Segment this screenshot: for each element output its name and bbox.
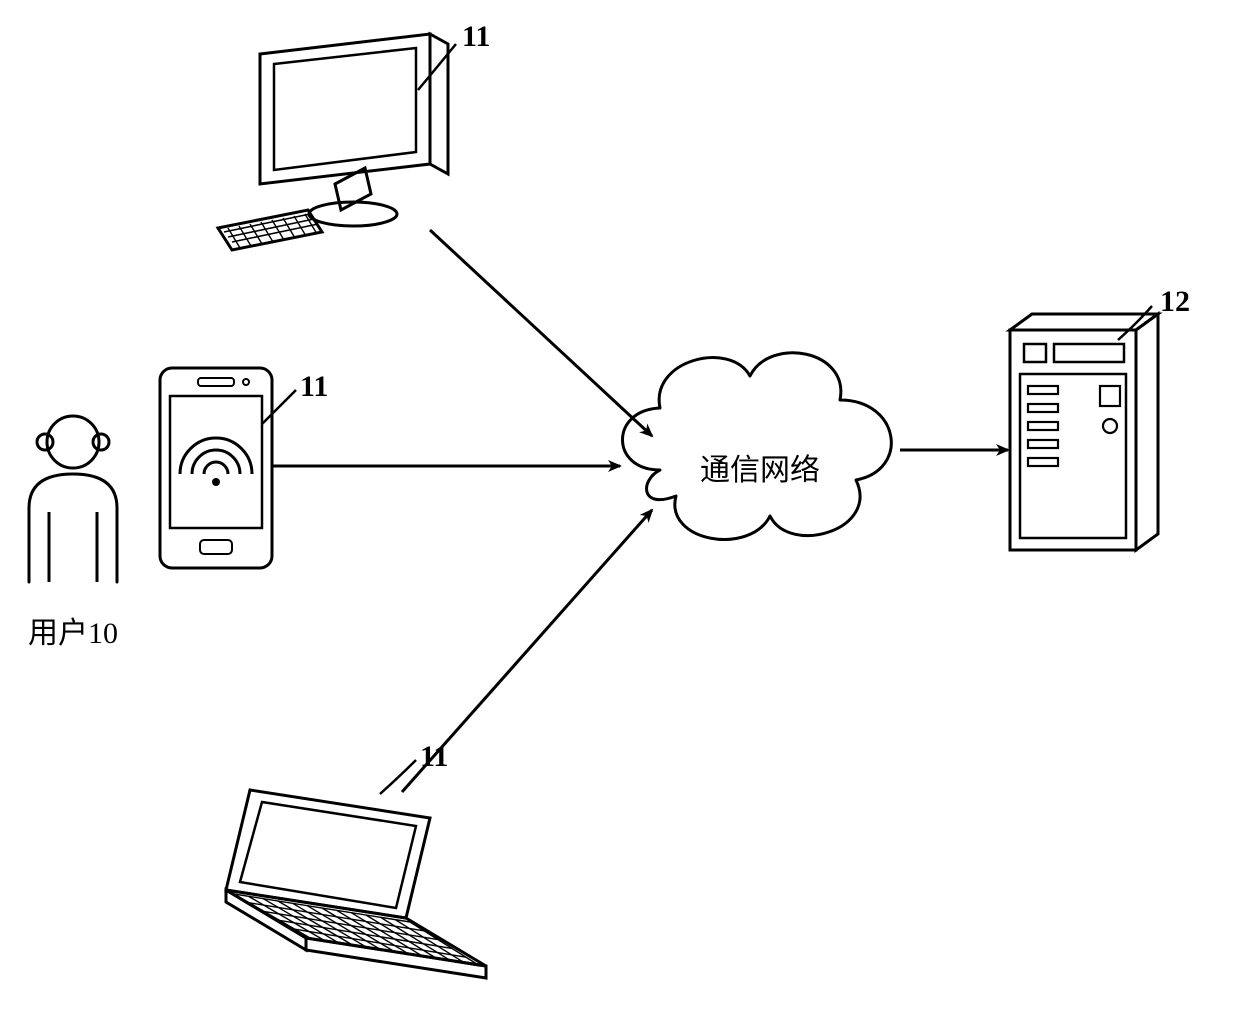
- user-label: 用户10: [28, 608, 118, 652]
- diagram-svg: [0, 0, 1240, 1021]
- network-label: 通信网络: [700, 445, 820, 489]
- laptop-icon: [226, 790, 486, 978]
- user-icon: [29, 416, 117, 582]
- diagram-container: 11 11 11 12 用户10 通信网络: [0, 0, 1240, 1021]
- ref-label-11-phone: 11: [300, 370, 328, 404]
- ref-label-11-laptop: 11: [420, 740, 448, 774]
- ref-label-12-server: 12: [1160, 285, 1190, 319]
- arrows: [272, 230, 1008, 792]
- server-icon: [1010, 314, 1158, 550]
- desktop-icon: [218, 34, 448, 250]
- ref-label-11-desktop: 11: [462, 20, 490, 54]
- phone-icon: [160, 368, 272, 568]
